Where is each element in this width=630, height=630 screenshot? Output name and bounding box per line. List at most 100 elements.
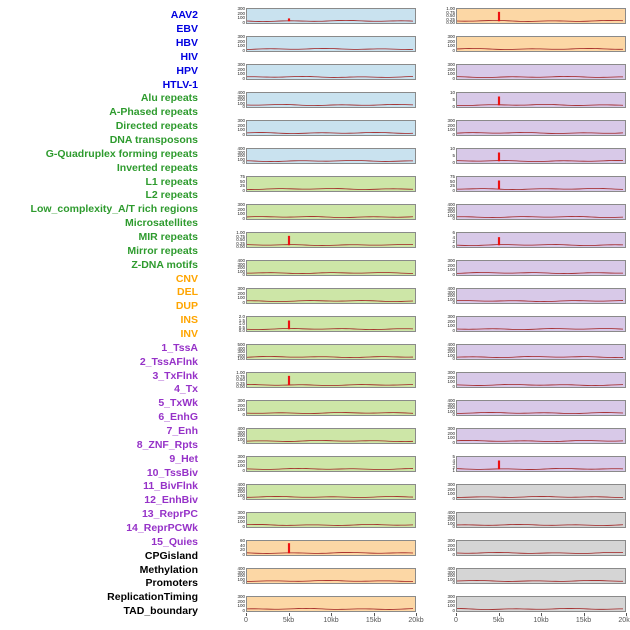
track-label-14-reprpcwk: 14_ReprPCWk xyxy=(126,522,198,534)
y-tick-label: 10 xyxy=(449,145,455,151)
y-tick-label: 1.5 xyxy=(238,317,245,323)
profile-strip-tad-boundary: 300 200 100 0 xyxy=(447,594,626,612)
y-tick-label: 300 xyxy=(447,513,455,519)
y-tick-label: 1.0 xyxy=(238,320,245,326)
x-tick-mark xyxy=(246,613,247,616)
y-tick-label: 4 xyxy=(452,457,455,463)
profile-strip-microsatellites: 400 300 200 100 0 xyxy=(237,426,416,444)
profile-strip-3-txflnk: 300 200 100 0 xyxy=(447,118,626,136)
y-tick-label: 100 xyxy=(447,323,455,329)
y-tick-label: 200 xyxy=(237,10,245,16)
y-axis-ticks: 300 200 100 0 xyxy=(421,313,455,332)
y-tick-label: 300 xyxy=(447,369,455,375)
y-axis-ticks: 300 200 100 0 xyxy=(421,594,455,613)
y-tick-label: 0 xyxy=(452,271,455,277)
profile-line-plot xyxy=(457,216,624,218)
y-tick-label: 100 xyxy=(237,436,245,442)
y-tick-label: 300 xyxy=(237,61,245,67)
profile-line-plot xyxy=(247,272,414,274)
track-label-mir-repeats: MIR repeats xyxy=(138,231,198,243)
y-tick-label: 2.0 xyxy=(238,313,245,319)
y-tick-label: 400 xyxy=(447,285,455,291)
y-tick-label: 100 xyxy=(447,43,455,49)
y-tick-label: 200 xyxy=(447,208,455,214)
profile-line-plot xyxy=(247,132,414,134)
profile-line-plot xyxy=(457,460,624,470)
profile-strip-del: 400 300 200 100 0 xyxy=(237,566,416,584)
y-tick-label: 100 xyxy=(237,355,245,361)
profile-line-plot xyxy=(247,300,414,302)
x-tick-label: 20kb xyxy=(408,617,424,624)
y-tick-label: 0.50 xyxy=(446,12,455,18)
y-tick-label: 400 xyxy=(237,481,245,487)
y-axis-ticks: 300 200 100 0 xyxy=(211,118,245,136)
y-tick-label: 200 xyxy=(447,486,455,492)
y-tick-label: 100 xyxy=(447,435,455,441)
y-tick-label: 300 xyxy=(447,401,455,407)
y-tick-label: 200 xyxy=(237,38,245,44)
profile-strip-aav2: 300 200 100 0 xyxy=(237,6,416,24)
y-tick-label: 100 xyxy=(447,352,455,358)
y-tick-label: 5 xyxy=(452,152,455,158)
y-tick-label: 0 xyxy=(242,299,245,305)
track-label-ins: INS xyxy=(180,314,198,327)
x-tick-label: 10kb xyxy=(323,617,339,624)
profile-line-plot xyxy=(457,272,624,274)
profile-line-plot xyxy=(247,104,414,106)
x-tick-label: 5kb xyxy=(282,617,295,624)
y-axis-ticks: 300 200 100 0 xyxy=(421,34,455,52)
profile-strip-methylation: 400 300 200 100 0 xyxy=(447,510,626,528)
y-tick-label: 0 xyxy=(242,47,245,53)
track-label-dup: DUP xyxy=(175,300,198,313)
y-tick-label: 300 xyxy=(447,425,455,431)
y-tick-label: 100 xyxy=(447,296,455,302)
y-tick-label: 400 xyxy=(447,397,455,403)
track-label-z-dna-motifs: Z-DNA motifs xyxy=(131,258,198,271)
track-label-microsatellites: Microsatellites xyxy=(125,217,198,230)
x-tick-label: 5kb xyxy=(492,617,505,624)
profile-line-plot xyxy=(247,543,414,554)
y-tick-label: 0 xyxy=(452,215,455,221)
y-tick-label: 100 xyxy=(447,520,455,526)
y-tick-label: 0 xyxy=(452,75,455,81)
x-tick-label: 15kb xyxy=(365,617,382,624)
y-tick-label: 200 xyxy=(237,598,245,604)
track-label-8-znf-rpts: 8_ZNF_Rpts xyxy=(136,438,198,451)
track-label-mirror-repeats: Mirror repeats xyxy=(127,244,198,257)
profile-line-plot xyxy=(247,412,414,414)
profile-line-plot xyxy=(457,440,624,442)
y-tick-label: 300 xyxy=(447,313,455,319)
y-tick-label: 0.00 xyxy=(236,243,245,249)
y-tick-label: 100 xyxy=(447,576,455,582)
profile-strip-inverted-repeats: 2.0 1.5 1.0 0.5 0.0 xyxy=(239,314,416,332)
y-tick-label: 200 xyxy=(447,66,455,72)
y-tick-label: 400 xyxy=(237,257,245,263)
y-tick-label: 0.0 xyxy=(238,327,245,333)
track-label-2-tssaflnk: 2_TssAFlnk xyxy=(139,355,198,368)
y-tick-label: 300 xyxy=(237,149,245,155)
profile-line-plot xyxy=(457,11,624,22)
profile-strip-replicationtiming: 400 300 200 100 0 xyxy=(447,566,626,584)
track-label-dna-transposons: DNA transposons xyxy=(109,134,198,146)
y-tick-label: 0 xyxy=(452,607,455,613)
y-tick-label: 0 xyxy=(452,243,455,249)
x-tick-mark xyxy=(456,613,457,616)
profile-strip-1-tssa: 300 200 100 0 xyxy=(447,62,626,80)
y-tick-label: 400 xyxy=(447,565,455,571)
x-tick-mark xyxy=(498,613,500,616)
y-tick-label: 0 xyxy=(242,271,245,277)
y-tick-label: 0 xyxy=(242,187,245,193)
y-tick-label: 200 xyxy=(447,404,455,410)
y-tick-label: 0 xyxy=(242,75,245,81)
profile-line-plot xyxy=(457,237,624,246)
profile-strip-directed-repeats: 1.00 0.75 0.50 0.25 0.00 xyxy=(236,230,416,248)
track-label-methylation: Methylation xyxy=(139,563,198,576)
profile-line-plot xyxy=(247,76,414,78)
y-axis-ticks: 300 200 100 0 xyxy=(211,34,245,53)
track-label-promoters: Promoters xyxy=(145,577,198,590)
y-tick-label: 300 xyxy=(237,429,245,435)
y-tick-label: 400 xyxy=(237,145,245,151)
y-tick-label: 1.00 xyxy=(236,369,245,375)
y-tick-label: 200 xyxy=(447,516,455,522)
y-axis-ticks: 400 300 200 100 0 xyxy=(421,510,455,528)
